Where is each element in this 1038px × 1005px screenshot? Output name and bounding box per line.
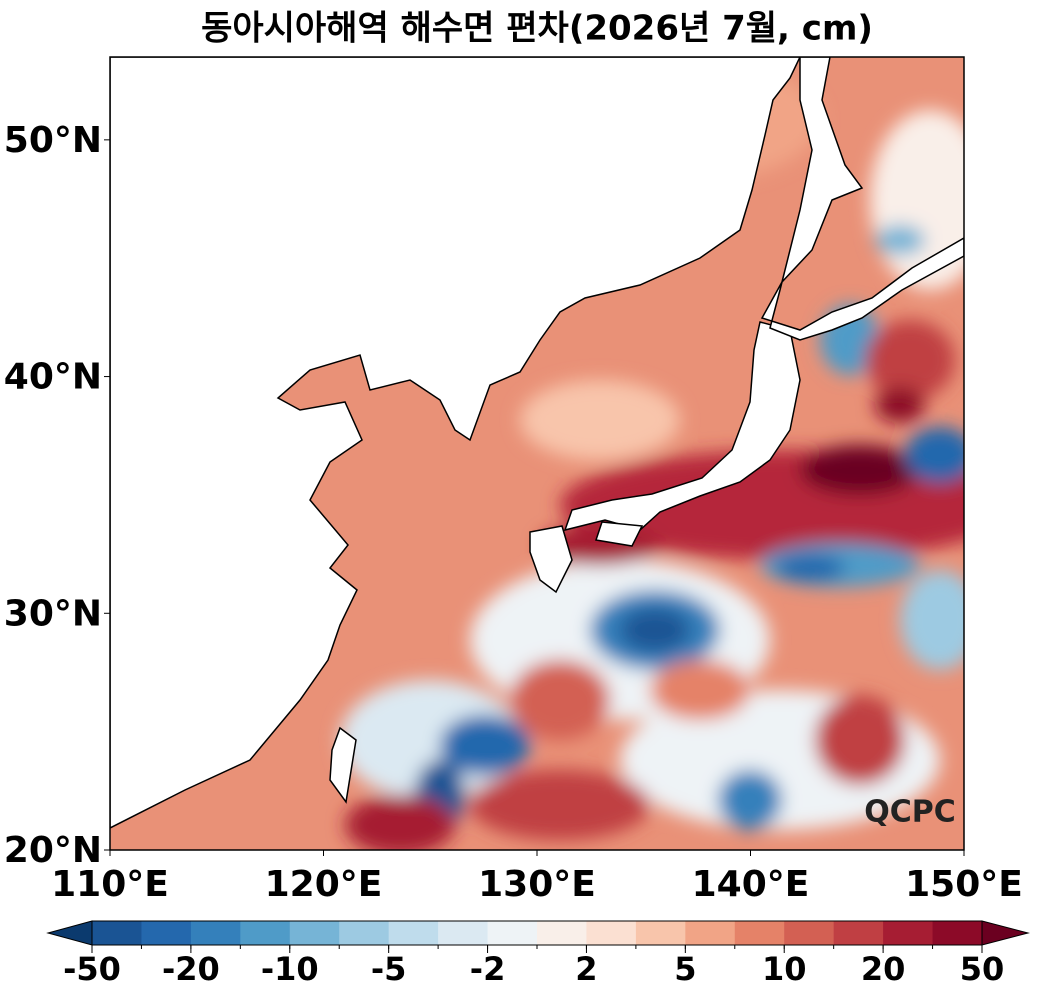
colorbar-segment (141, 921, 192, 945)
colorbar-segment (833, 921, 884, 945)
y-tick-label: 40°N (4, 357, 102, 398)
colorbar-segment (438, 921, 489, 945)
colorbar-tick-label: 20 (861, 950, 906, 988)
x-tick-label: 110°E (51, 864, 169, 905)
colorbar-segment (92, 921, 142, 945)
land (595, 521, 644, 547)
colorbar-segment (635, 921, 686, 945)
x-tick-label: 120°E (265, 864, 383, 905)
colorbar-tick-label: -2 (470, 950, 506, 988)
land (110, 57, 801, 829)
colorbar-tick-label: 10 (762, 950, 807, 988)
colorbar-segment (685, 921, 736, 945)
colorbar-tick-label: -10 (261, 950, 319, 988)
colorbar-segment (240, 921, 291, 945)
colorbar-segment (190, 921, 241, 945)
x-tick-label: 130°E (478, 864, 596, 905)
colorbar-tick-label: 50 (960, 950, 1005, 988)
colorbar-segment (388, 921, 439, 945)
colorbar-segment (537, 921, 587, 945)
colorbar-segment (289, 921, 340, 945)
land (329, 726, 357, 804)
y-tick-label: 20°N (4, 830, 102, 871)
colorbar-segment (883, 921, 934, 945)
y-tick-label: 30°N (4, 593, 102, 634)
x-tick-label: 140°E (692, 864, 810, 905)
chart-title: 동아시아해역 해수면 편차(2026년 7월, cm) (201, 9, 873, 49)
map-field: QCPC (110, 57, 964, 850)
colorbar-extend-low (46, 920, 93, 946)
colorbar-tick-label: -20 (162, 950, 220, 988)
land (529, 525, 573, 594)
land (563, 321, 801, 532)
colorbar-segment (487, 921, 538, 945)
colorbar-segment (932, 921, 983, 945)
colorbar-tick-label: 5 (674, 950, 696, 988)
x-tick-label: 150°E (905, 864, 1023, 905)
colorbar-segment (734, 921, 785, 945)
watermark: QCPC (864, 795, 956, 830)
colorbar-tick-label: -50 (63, 950, 121, 988)
colorbar-segment (339, 921, 390, 945)
land (760, 57, 964, 341)
colorbar-tick-label: 2 (575, 950, 597, 988)
colorbar-extend-high (981, 920, 1030, 946)
colorbar-segment (784, 921, 835, 945)
colorbar-segment (586, 921, 637, 945)
y-tick-label: 50°N (4, 120, 102, 161)
colorbar-tick-label: -5 (371, 950, 407, 988)
